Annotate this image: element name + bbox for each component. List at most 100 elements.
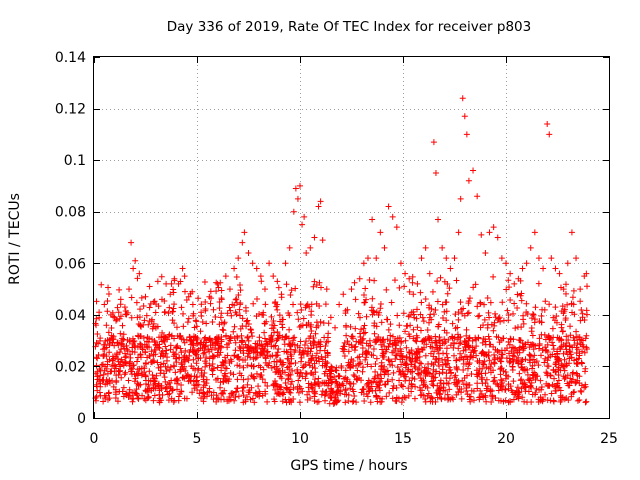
- dense-point: [438, 384, 445, 391]
- dense-point: [524, 366, 531, 373]
- data-point: [241, 229, 248, 236]
- dense-point: [239, 388, 246, 395]
- data-point: [344, 306, 351, 313]
- dense-point: [128, 368, 135, 375]
- dense-point: [108, 324, 115, 331]
- dense-point: [372, 361, 379, 368]
- dense-point: [476, 312, 483, 319]
- dense-point: [528, 315, 535, 322]
- dense-point: [178, 349, 185, 356]
- dense-point: [375, 312, 382, 319]
- data-point: [121, 304, 128, 311]
- dense-point: [573, 360, 580, 367]
- dense-point: [394, 312, 401, 319]
- data-point: [270, 273, 277, 280]
- dense-point: [324, 352, 331, 359]
- dense-point: [426, 370, 433, 377]
- dense-point: [168, 280, 175, 287]
- dense-point: [499, 299, 506, 306]
- data-point: [360, 260, 367, 267]
- dense-point: [581, 317, 588, 324]
- dense-point: [316, 358, 323, 365]
- dense-point: [510, 310, 517, 317]
- dense-point: [240, 392, 247, 399]
- dense-point: [178, 388, 185, 395]
- data-point: [568, 229, 575, 236]
- dense-point: [371, 277, 378, 284]
- dense-point: [385, 326, 392, 333]
- dense-point: [232, 296, 239, 303]
- dense-point: [196, 390, 203, 397]
- dense-point: [193, 360, 200, 367]
- dense-point: [262, 379, 269, 386]
- dense-point: [530, 346, 537, 353]
- dense-point: [474, 303, 481, 310]
- dense-point: [413, 315, 420, 322]
- data-point: [253, 265, 260, 272]
- dense-point: [542, 336, 549, 343]
- dense-point: [149, 371, 156, 378]
- dense-point: [453, 277, 460, 284]
- dense-point: [232, 309, 239, 316]
- dense-point: [216, 305, 223, 312]
- dense-point: [368, 363, 375, 370]
- dense-point: [100, 341, 107, 348]
- dense-point: [327, 370, 334, 377]
- dense-point: [306, 303, 313, 310]
- dense-point: [482, 336, 489, 343]
- dense-point: [93, 339, 100, 346]
- dense-point: [461, 312, 468, 319]
- dense-point: [288, 287, 295, 294]
- dense-point: [360, 330, 367, 337]
- dense-point: [295, 377, 302, 384]
- dense-point: [449, 394, 456, 401]
- chart-title: Day 336 of 2019, Rate Of TEC Index for r…: [167, 19, 531, 35]
- dense-point: [557, 387, 564, 394]
- dense-point: [512, 345, 519, 352]
- dense-point: [578, 388, 585, 395]
- data-point: [226, 286, 233, 293]
- dense-point: [351, 393, 358, 400]
- dense-point: [283, 348, 290, 355]
- data-point: [107, 368, 114, 375]
- dense-point: [240, 384, 247, 391]
- dense-point: [402, 364, 409, 371]
- dense-point: [358, 326, 365, 333]
- data-point: [319, 237, 326, 244]
- dense-point: [418, 360, 425, 367]
- dense-point: [384, 367, 391, 374]
- dense-point: [525, 388, 532, 395]
- dense-point: [417, 311, 424, 318]
- dense-point: [351, 373, 358, 380]
- dense-point: [215, 346, 222, 353]
- dense-point: [114, 355, 121, 362]
- dense-point: [213, 288, 220, 295]
- data-point: [315, 203, 322, 210]
- dense-point: [202, 363, 209, 370]
- dense-point: [364, 393, 371, 400]
- dense-point: [408, 388, 415, 395]
- data-point: [494, 234, 501, 241]
- dense-point: [549, 351, 556, 358]
- dense-point: [137, 306, 144, 313]
- dense-point: [420, 337, 427, 344]
- dense-point: [244, 317, 251, 324]
- dense-point: [282, 396, 289, 403]
- dense-point: [389, 385, 396, 392]
- dense-point: [170, 305, 177, 312]
- dense-point: [550, 334, 557, 341]
- dense-point: [259, 311, 266, 318]
- dense-point: [473, 367, 480, 374]
- dense-point: [280, 389, 287, 396]
- data-point: [402, 270, 409, 277]
- data-point: [297, 182, 303, 189]
- dense-point: [209, 319, 216, 326]
- dense-point: [171, 320, 178, 327]
- dense-point: [226, 304, 233, 311]
- dense-point: [442, 338, 449, 345]
- x-tick-label: 20: [497, 431, 515, 447]
- dense-point: [276, 357, 283, 364]
- dense-point: [333, 378, 340, 385]
- dense-point: [297, 338, 304, 345]
